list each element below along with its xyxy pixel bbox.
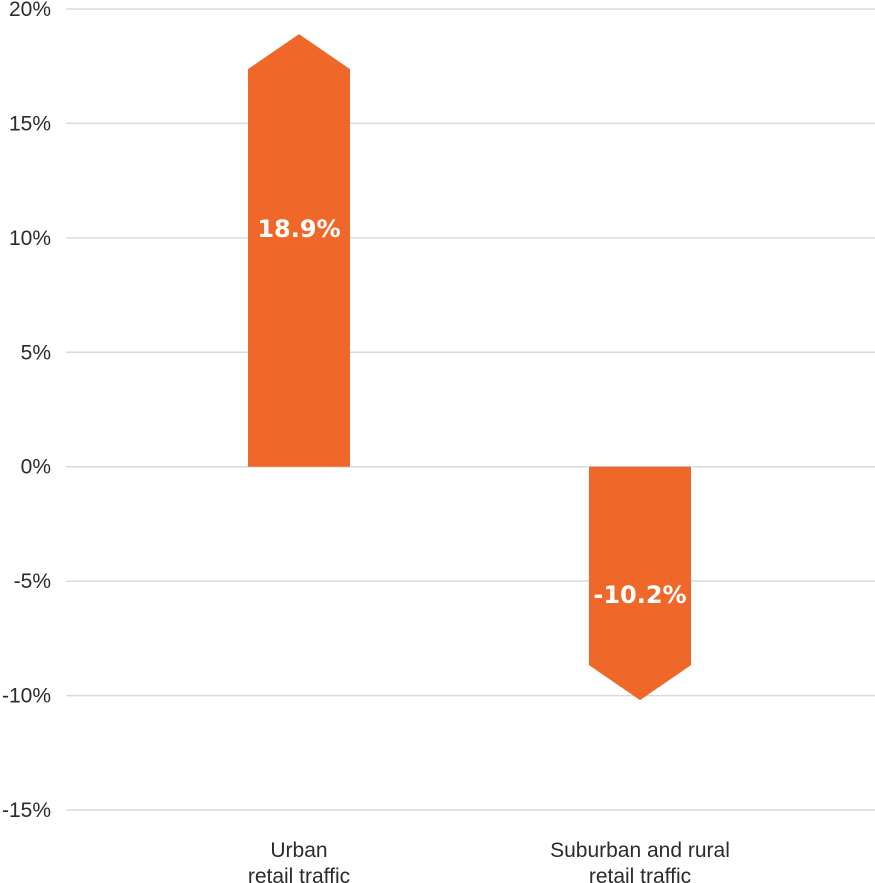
data-label: -10.2% <box>593 581 686 609</box>
category-label: Suburban and rural retail traffic <box>550 839 730 883</box>
y-tick-label: -5% <box>14 570 51 593</box>
y-tick-label: 20% <box>9 0 51 21</box>
category-label-line: retail traffic <box>589 865 691 883</box>
y-tick-label: 15% <box>9 112 51 135</box>
bar <box>248 34 350 467</box>
category-labels: Urban retail traffic Suburban and rural ret… <box>248 839 730 883</box>
y-axis-tick-labels: 20% 15% 10% 5% 0% -5% -10% -15% <box>2 0 51 822</box>
y-tick-label: -15% <box>2 799 51 822</box>
category-label-line: Urban <box>270 839 327 862</box>
y-tick-label: 10% <box>9 227 51 250</box>
gridlines <box>66 8 875 811</box>
y-tick-label: 0% <box>21 456 51 479</box>
category-label-line: retail traffic <box>248 865 350 883</box>
data-labels: 18.9% -10.2% <box>257 215 686 609</box>
category-label: Urban retail traffic <box>248 839 350 883</box>
bar <box>589 466 691 701</box>
category-label-line: Suburban and rural <box>550 839 730 862</box>
y-tick-label: 5% <box>21 341 51 364</box>
data-label: 18.9% <box>257 215 340 243</box>
y-tick-label: -10% <box>2 685 51 708</box>
bars <box>248 34 691 701</box>
